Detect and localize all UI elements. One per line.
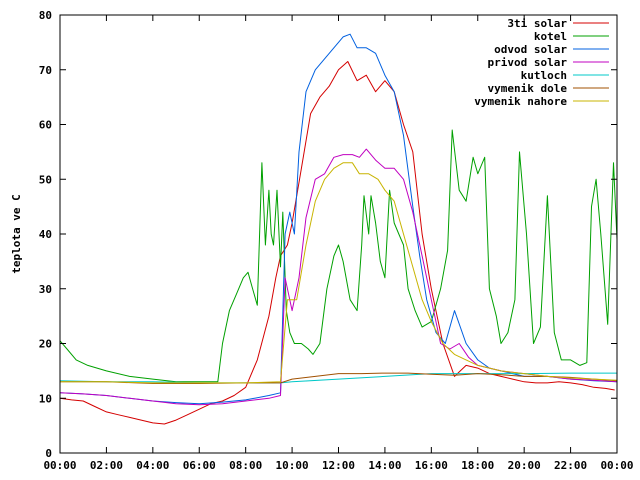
y-tick-label: 10	[39, 392, 52, 405]
legend-label: odvod solar	[494, 43, 567, 56]
legend-label: vymenik nahore	[474, 95, 567, 108]
y-tick-label: 0	[45, 447, 52, 460]
x-tick-label: 04:00	[136, 459, 169, 472]
y-axis-label: teplota ve C	[10, 194, 23, 273]
x-tick-label: 20:00	[508, 459, 541, 472]
legend-label: privod solar	[488, 56, 568, 69]
y-tick-label: 60	[39, 119, 52, 132]
x-tick-label: 00:00	[600, 459, 633, 472]
series-line-3ti-solar	[59, 61, 615, 425]
x-tick-label: 00:00	[43, 459, 76, 472]
series-line-privod-solar	[59, 148, 618, 406]
legend-label: 3ti solar	[507, 17, 567, 30]
x-tick-label: 08:00	[229, 459, 262, 472]
x-tick-label: 10:00	[276, 459, 309, 472]
x-tick-label: 14:00	[368, 459, 401, 472]
x-tick-label: 18:00	[461, 459, 494, 472]
y-tick-label: 70	[39, 64, 52, 77]
x-tick-label: 02:00	[90, 459, 123, 472]
x-tick-label: 16:00	[415, 459, 448, 472]
y-tick-label: 40	[39, 228, 52, 241]
series-line-kotel	[59, 129, 618, 383]
series-layer	[59, 33, 618, 425]
series-line-kutloch	[59, 372, 617, 384]
y-tick-label: 50	[39, 173, 52, 186]
y-axis: 0 10 20 30 40 50 60 70 80	[39, 9, 617, 460]
legend-label: kotel	[534, 30, 567, 43]
y-tick-label: 80	[39, 9, 52, 22]
series-line-odvod-solar	[59, 33, 618, 405]
legend-label: kutloch	[521, 69, 567, 82]
x-axis: 00:00 02:00 04:00 06:00 08:00 10:00 12:00 14:00…	[43, 15, 634, 472]
x-tick-label: 12:00	[322, 459, 355, 472]
y-tick-label: 20	[39, 338, 52, 351]
x-tick-label: 06:00	[183, 459, 216, 472]
legend-label: vymenik dole	[488, 82, 568, 95]
y-tick-label: 30	[39, 283, 52, 296]
series-line-vymenik-nahore	[60, 162, 618, 384]
x-tick-label: 22:00	[554, 459, 587, 472]
